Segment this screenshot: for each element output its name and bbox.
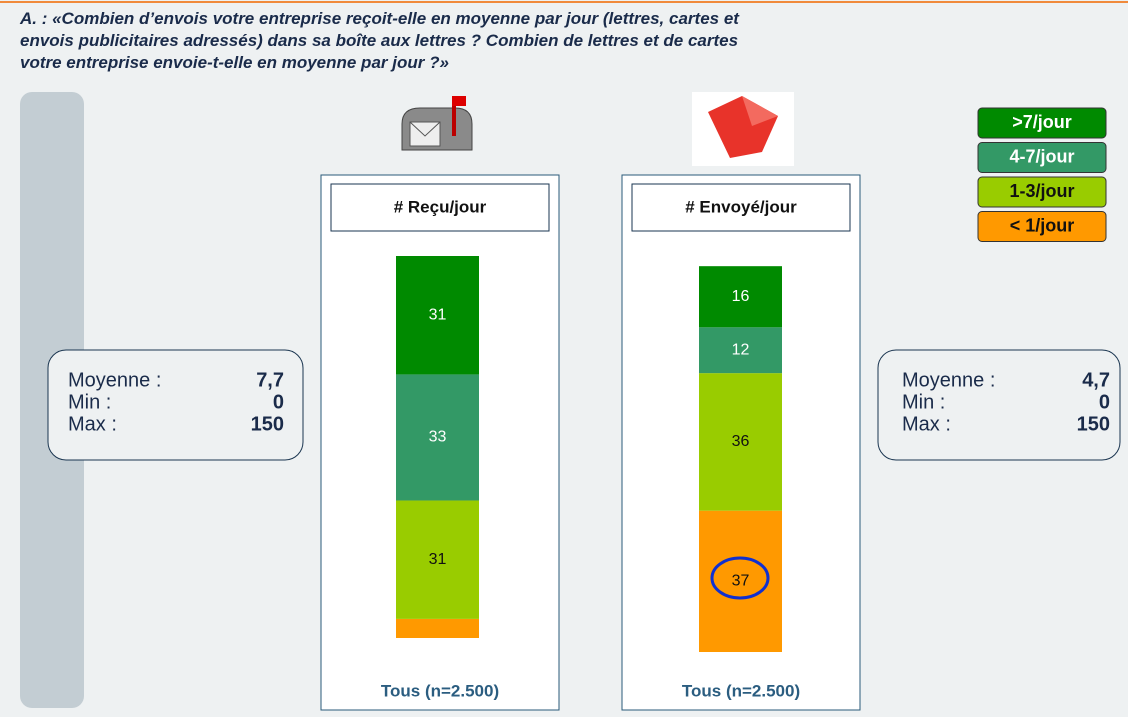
- data-label: 36: [732, 433, 750, 450]
- legend-label: < 1/jour: [1010, 215, 1075, 235]
- stat-value: 150: [251, 413, 284, 435]
- bar-segment: [699, 327, 782, 374]
- data-label: 12: [732, 341, 750, 358]
- stats-box: [877, 349, 1121, 461]
- stat-value: 0: [1099, 391, 1110, 413]
- stat-label: Moyenne :: [902, 369, 995, 391]
- legend-swatch: [977, 176, 1107, 208]
- bar-segment: [396, 256, 479, 375]
- bar-note: Tous (n=2.500): [381, 681, 499, 700]
- data-label: 37: [732, 573, 750, 590]
- bar-segment: [699, 266, 782, 328]
- question-line: votre entreprise envoie-t-elle en moyenn…: [20, 53, 449, 72]
- legend-swatch: [977, 107, 1107, 139]
- panel-header: [330, 183, 550, 232]
- send-icon: [692, 92, 794, 166]
- stat-value: 150: [1077, 413, 1110, 435]
- legend-label: >7/jour: [1012, 112, 1072, 132]
- stat-label: Min :: [68, 391, 111, 413]
- stat-label: Min :: [902, 391, 945, 413]
- question-line: envois publicitaires adressés) dans sa b…: [20, 31, 738, 50]
- stat-value: 7,7: [256, 369, 284, 391]
- data-label: 16: [732, 288, 750, 305]
- data-label: 31: [429, 306, 447, 323]
- stat-value: 4,7: [1082, 369, 1110, 391]
- legend-label: 4-7/jour: [1009, 146, 1074, 166]
- data-label: 31: [429, 551, 447, 568]
- bar-note: Tous (n=2.500): [682, 681, 800, 700]
- legend-swatch: [977, 142, 1107, 173]
- stat-label: Moyenne :: [68, 369, 161, 391]
- legend-swatch: [977, 211, 1107, 242]
- stats-box: [47, 349, 304, 461]
- question-line: A. : «Combien d’envois votre entreprise …: [19, 9, 740, 28]
- data-label: 33: [429, 429, 447, 446]
- stat-label: Max :: [902, 413, 951, 435]
- bar-segment: [396, 618, 479, 638]
- bar-segment: [396, 374, 479, 501]
- stat-value: 0: [273, 391, 284, 413]
- panel-title: # Reçu/jour: [394, 197, 487, 216]
- panel-header: [631, 183, 851, 232]
- mailbox-icon: [401, 96, 473, 151]
- bar-segment: [699, 373, 782, 511]
- highlight-circle: [710, 556, 770, 600]
- legend-label: 1-3/jour: [1009, 181, 1074, 201]
- panel-title: # Envoyé/jour: [685, 197, 797, 216]
- stat-label: Max :: [68, 413, 117, 435]
- bar-segment: [396, 500, 479, 619]
